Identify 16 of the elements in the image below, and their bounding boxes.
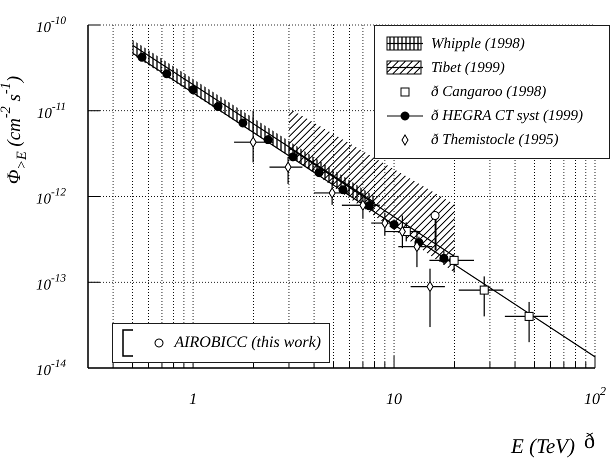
legend-label: Whipple (1998) (431, 36, 525, 52)
legend-label: Tibet (1999) (431, 60, 505, 76)
y-tick-label: 10$^{-12}$ (36, 186, 66, 208)
text: ð (584, 428, 595, 454)
x-tick-label: 1 (189, 391, 198, 408)
legend-label: ð Cangaroo (1998) (431, 84, 546, 100)
y-tick-label: 10$^{-11}$ (36, 100, 66, 122)
legend-label: AIROBICC (this work) (174, 334, 321, 352)
legend-label: ð HEGRA CT syst (1999) (431, 108, 583, 124)
y-tick-label: 10$^{-13}$ (36, 272, 66, 294)
x-axis-title: E (TeV) (510, 434, 575, 458)
x-tick-label: 10$^{2}$ (584, 384, 606, 408)
legend-label: ð Themistocle (1995) (431, 132, 558, 148)
y-tick-label: 10$^{-10}$ (36, 14, 66, 36)
x-tick-label: 10 (386, 391, 402, 408)
y-tick-label: 10$^{-14}$ (36, 358, 66, 379)
